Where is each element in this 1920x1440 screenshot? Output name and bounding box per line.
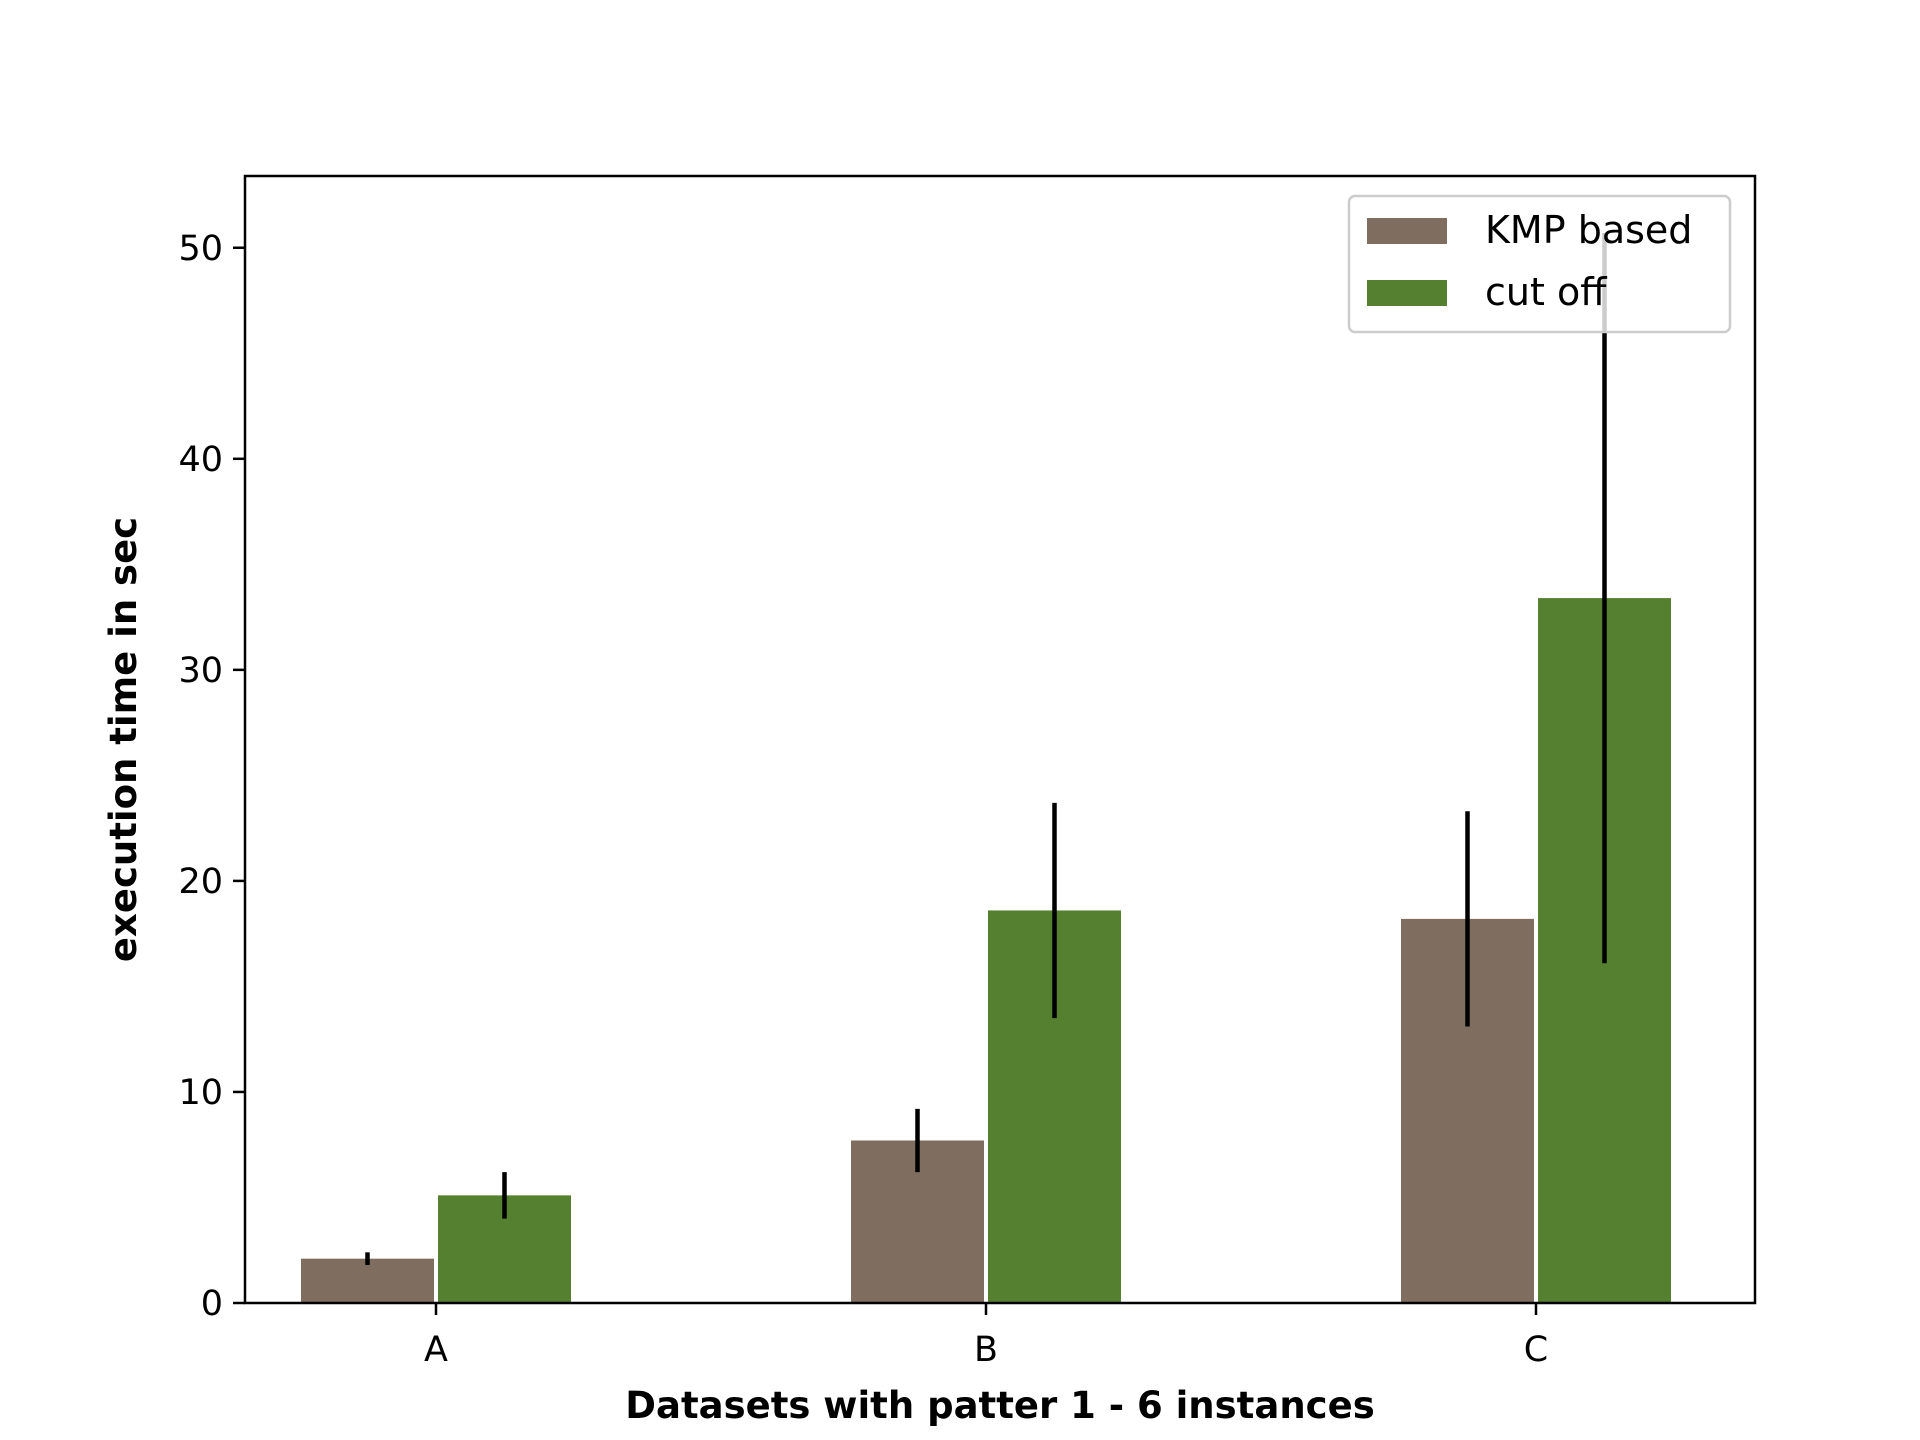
x-tick-label: A — [424, 1330, 448, 1370]
y-tick-label: 30 — [178, 651, 223, 691]
error-bars-group — [365, 232, 1607, 1266]
x-tick-label: C — [1524, 1330, 1548, 1370]
x-axis-ticks: A B C — [424, 1303, 1548, 1370]
plot-frame — [243, 174, 1757, 1305]
legend-swatch — [1367, 280, 1447, 306]
y-tick-label: 20 — [178, 862, 223, 902]
y-axis-label: execution time in sec — [102, 517, 145, 962]
legend: KMP based cut off — [1347, 194, 1732, 334]
bar-kmp-based-a — [301, 1258, 434, 1303]
legend-label: cut off — [1485, 270, 1607, 314]
legend-label: KMP based — [1485, 208, 1692, 252]
y-tick-label: 0 — [201, 1284, 223, 1324]
x-tick-label: B — [974, 1330, 998, 1370]
y-tick-label: 40 — [178, 440, 223, 480]
y-axis-ticks: 0 10 20 30 40 50 — [178, 229, 245, 1324]
legend-swatch — [1367, 218, 1447, 244]
y-tick-label: 10 — [178, 1073, 223, 1113]
x-axis-label: Datasets with patter 1 - 6 instances — [625, 1384, 1374, 1427]
y-tick-label: 50 — [178, 229, 223, 269]
